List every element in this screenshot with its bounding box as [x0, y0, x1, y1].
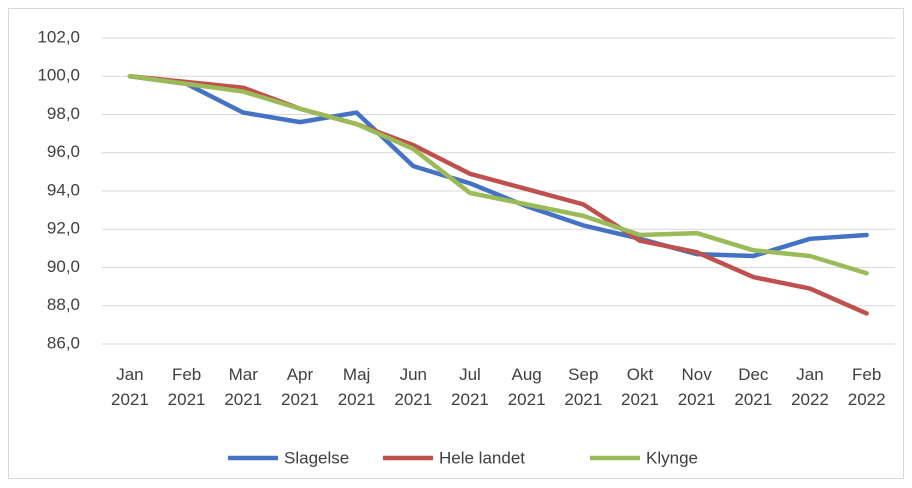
- y-tick-label: 90,0: [47, 257, 80, 276]
- y-tick-label: 100,0: [37, 66, 80, 85]
- x-tick-label: Feb 2022: [847, 365, 886, 409]
- line-series: [127, 74, 869, 259]
- x-tick-label: Jan 2021: [111, 365, 149, 409]
- y-tick-label: 92,0: [47, 219, 80, 238]
- legend-label: Slagelse: [284, 448, 349, 467]
- y-tick-label: 88,0: [47, 295, 80, 314]
- x-tick-label: Maj 2021: [337, 365, 376, 409]
- x-tick-label: Jul 2021: [451, 365, 489, 409]
- legend-label: Hele landet: [439, 448, 525, 467]
- x-tick-label: Jan 2022: [791, 365, 829, 409]
- x-tick-label: Dec 2021: [734, 365, 773, 409]
- y-tick-label: 102,0: [37, 27, 80, 46]
- x-tick-label: Apr 2021: [281, 365, 319, 409]
- y-tick-label: 96,0: [47, 142, 80, 161]
- x-tick-label: Feb 2021: [167, 365, 206, 409]
- chart-border: [8, 8, 904, 479]
- line-series: [127, 74, 869, 276]
- x-tick-label: Okt 2021: [621, 365, 659, 409]
- y-tick-label: 98,0: [47, 104, 80, 123]
- x-tick-label: Jun 2021: [394, 365, 433, 409]
- x-tick-label: Nov 2021: [677, 365, 716, 409]
- line-series: [127, 74, 869, 316]
- legend-label: Klynge: [646, 448, 698, 467]
- x-tick-label: Sep 2021: [564, 365, 603, 409]
- y-tick-label: 94,0: [47, 180, 80, 199]
- x-tick-label: Aug 2021: [507, 365, 546, 409]
- y-tick-label: 86,0: [47, 333, 80, 352]
- x-tick-label: Mar 2021: [224, 365, 263, 409]
